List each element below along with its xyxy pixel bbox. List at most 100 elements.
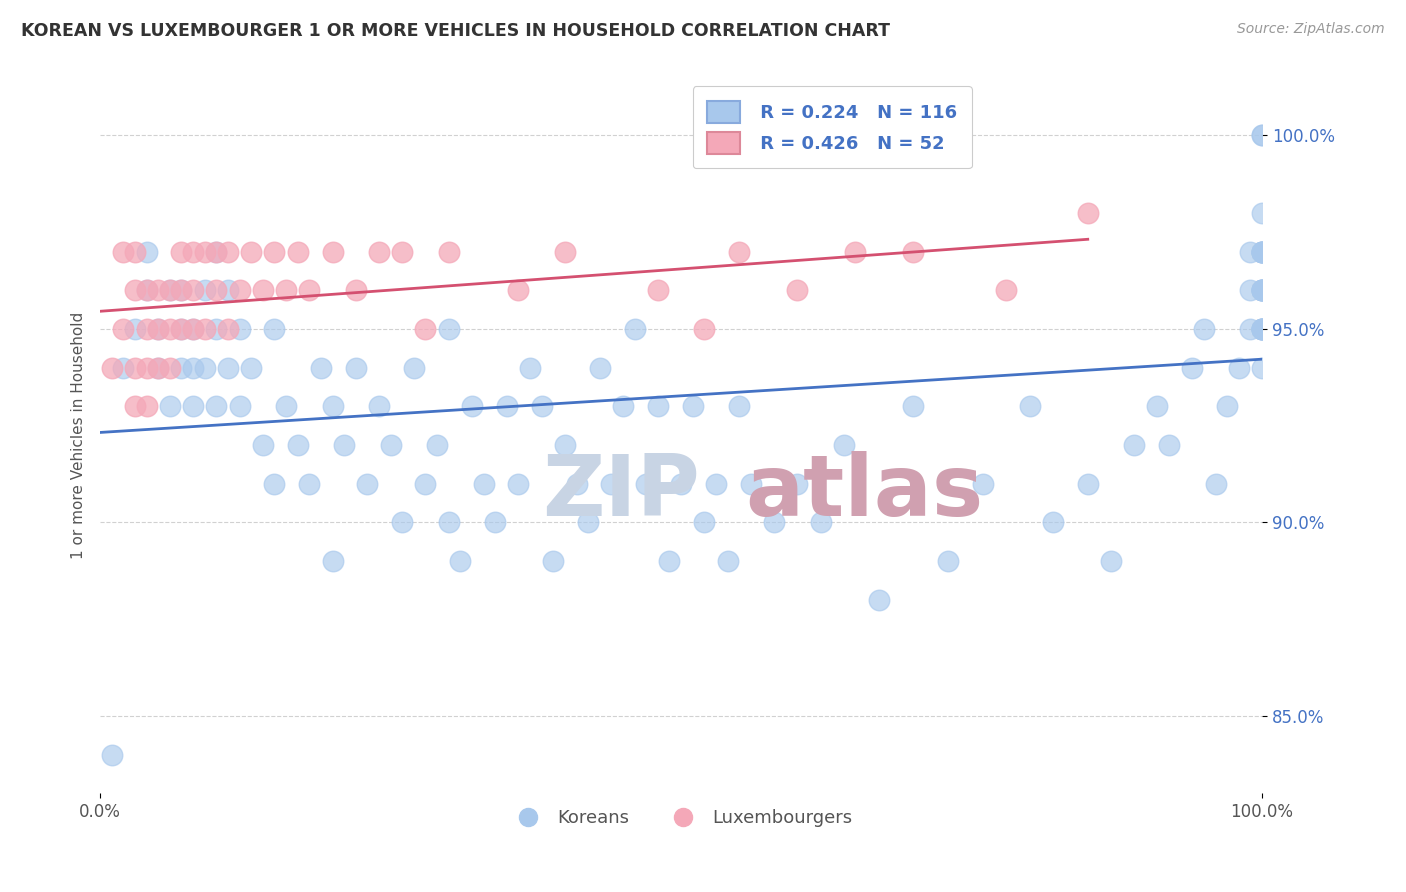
Point <box>112 360 135 375</box>
Point <box>1123 438 1146 452</box>
Point <box>344 360 367 375</box>
Point <box>903 244 925 259</box>
Point <box>972 476 994 491</box>
Point <box>181 322 204 336</box>
Point <box>1205 476 1227 491</box>
Y-axis label: 1 or more Vehicles in Household: 1 or more Vehicles in Household <box>72 312 86 559</box>
Point <box>1251 128 1274 143</box>
Point <box>600 476 623 491</box>
Point <box>124 400 146 414</box>
Point <box>368 400 391 414</box>
Point <box>1251 322 1274 336</box>
Point <box>693 322 716 336</box>
Point <box>1239 283 1261 297</box>
Point <box>100 747 122 762</box>
Point <box>217 283 239 297</box>
Point <box>1146 400 1168 414</box>
Point <box>426 438 449 452</box>
Point <box>194 244 217 259</box>
Point <box>194 322 217 336</box>
Point <box>170 283 193 297</box>
Point <box>530 400 553 414</box>
Point <box>1251 128 1274 143</box>
Point <box>135 400 157 414</box>
Point <box>298 476 321 491</box>
Point <box>100 360 122 375</box>
Point <box>252 283 274 297</box>
Point <box>484 516 506 530</box>
Point <box>181 360 204 375</box>
Point <box>124 322 146 336</box>
Point <box>148 283 170 297</box>
Point <box>159 400 181 414</box>
Point <box>1077 206 1099 220</box>
Point <box>903 400 925 414</box>
Text: ZIP: ZIP <box>541 451 699 534</box>
Point <box>1251 283 1274 297</box>
Point <box>437 244 460 259</box>
Point <box>181 244 204 259</box>
Point <box>181 283 204 297</box>
Point <box>716 554 738 568</box>
Point <box>763 516 786 530</box>
Point <box>1251 283 1274 297</box>
Point <box>1042 516 1064 530</box>
Point <box>508 283 530 297</box>
Point <box>217 360 239 375</box>
Point <box>391 244 413 259</box>
Point <box>181 322 204 336</box>
Point <box>274 400 297 414</box>
Point <box>135 283 157 297</box>
Point <box>124 360 146 375</box>
Point <box>240 244 263 259</box>
Point <box>321 554 343 568</box>
Point <box>728 400 751 414</box>
Point <box>810 516 832 530</box>
Point <box>995 283 1018 297</box>
Point <box>170 283 193 297</box>
Point <box>508 476 530 491</box>
Point <box>636 476 658 491</box>
Point <box>832 438 855 452</box>
Point <box>658 554 681 568</box>
Point <box>1251 322 1274 336</box>
Point <box>217 244 239 259</box>
Point <box>1099 554 1122 568</box>
Point <box>1251 283 1274 297</box>
Point <box>565 476 588 491</box>
Point <box>321 400 343 414</box>
Point <box>205 283 228 297</box>
Point <box>1251 283 1274 297</box>
Point <box>170 244 193 259</box>
Text: Source: ZipAtlas.com: Source: ZipAtlas.com <box>1237 22 1385 37</box>
Point <box>693 516 716 530</box>
Point <box>159 360 181 375</box>
Point <box>263 244 285 259</box>
Point <box>1251 322 1274 336</box>
Point <box>263 322 285 336</box>
Point <box>623 322 645 336</box>
Point <box>205 400 228 414</box>
Point <box>936 554 959 568</box>
Point <box>135 244 157 259</box>
Point <box>682 400 704 414</box>
Point <box>1251 244 1274 259</box>
Point <box>148 322 170 336</box>
Point <box>194 360 217 375</box>
Point <box>437 516 460 530</box>
Point <box>135 283 157 297</box>
Point <box>576 516 599 530</box>
Point <box>1251 283 1274 297</box>
Point <box>1251 244 1274 259</box>
Point <box>1251 244 1274 259</box>
Point <box>461 400 484 414</box>
Point <box>449 554 471 568</box>
Point <box>148 360 170 375</box>
Point <box>205 244 228 259</box>
Point <box>1239 244 1261 259</box>
Point <box>437 322 460 336</box>
Point <box>1181 360 1204 375</box>
Point <box>356 476 378 491</box>
Point <box>1216 400 1239 414</box>
Point <box>170 322 193 336</box>
